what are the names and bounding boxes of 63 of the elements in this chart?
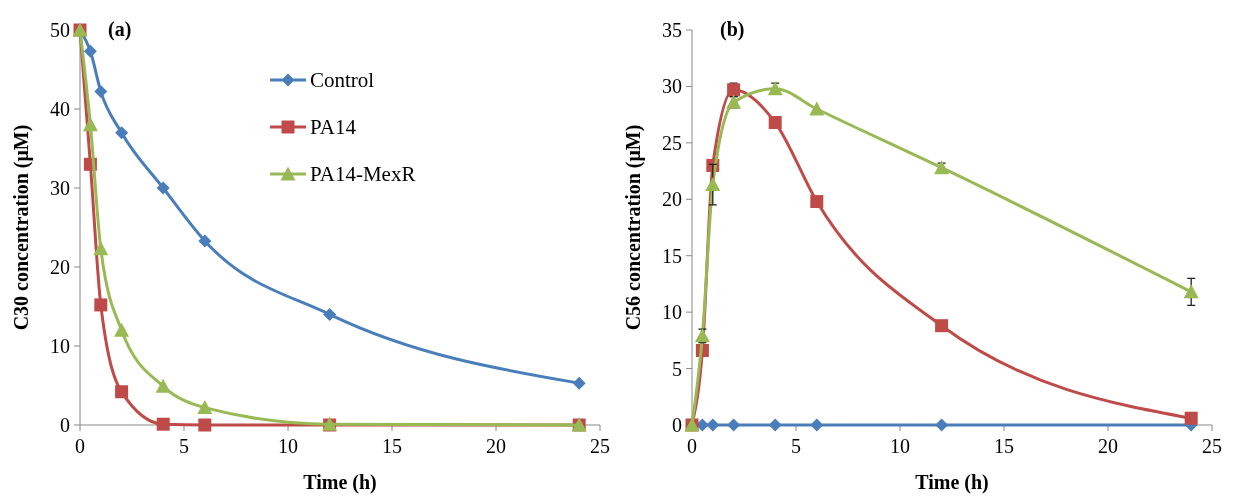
x-tick-label: 0 bbox=[687, 435, 697, 457]
point bbox=[768, 116, 782, 130]
y-tick-label: 20 bbox=[662, 188, 682, 211]
y-tick-label: 0 bbox=[60, 414, 70, 436]
x-axis-title: Time (h) bbox=[915, 471, 989, 494]
legend-label: Control bbox=[310, 68, 375, 92]
y-tick-label: 35 bbox=[662, 19, 682, 41]
point bbox=[198, 418, 212, 432]
point bbox=[197, 400, 213, 415]
y-tick-label: 30 bbox=[50, 177, 70, 199]
y-tick-label: 10 bbox=[50, 335, 70, 357]
y-tick-label: 10 bbox=[662, 301, 682, 324]
x-tick-label: 25 bbox=[1202, 435, 1222, 457]
x-tick-label: 10 bbox=[278, 435, 298, 457]
point bbox=[768, 418, 782, 432]
point bbox=[1184, 411, 1198, 425]
point bbox=[82, 117, 98, 132]
point bbox=[810, 195, 824, 209]
x-axis-title: Time (h) bbox=[303, 471, 377, 494]
point bbox=[572, 376, 586, 390]
point bbox=[93, 241, 109, 256]
point bbox=[706, 418, 720, 432]
y-tick-label: 0 bbox=[672, 414, 682, 436]
x-tick-label: 15 bbox=[994, 435, 1014, 457]
y-tick-label: 25 bbox=[662, 131, 682, 154]
point bbox=[935, 418, 949, 432]
point bbox=[1183, 284, 1199, 299]
chart-title: (b) bbox=[720, 18, 745, 41]
point bbox=[198, 234, 212, 248]
x-tick-label: 25 bbox=[590, 435, 610, 457]
x-tick-label: 15 bbox=[382, 435, 402, 457]
point bbox=[155, 378, 171, 393]
y-axis-title: C30 concentration (μM) bbox=[10, 124, 33, 331]
legend-label: PA14 bbox=[310, 115, 357, 139]
point bbox=[94, 298, 108, 312]
y-tick-label: 40 bbox=[50, 98, 70, 120]
x-tick-label: 5 bbox=[791, 435, 801, 457]
point bbox=[115, 385, 129, 399]
x-tick-label: 20 bbox=[1098, 435, 1118, 457]
y-axis-title: C56 concentration (μM) bbox=[622, 124, 645, 331]
point bbox=[705, 177, 721, 192]
point bbox=[114, 322, 130, 337]
chart-title: (a) bbox=[108, 18, 132, 41]
legend-label: PA14-MexR bbox=[310, 162, 416, 186]
point bbox=[727, 418, 741, 432]
point bbox=[156, 181, 170, 195]
point bbox=[83, 44, 97, 58]
y-tick-label: 15 bbox=[662, 244, 682, 267]
x-tick-label: 20 bbox=[486, 435, 506, 457]
x-tick-label: 5 bbox=[179, 435, 189, 457]
point bbox=[115, 126, 129, 140]
point bbox=[156, 417, 170, 431]
y-tick-label: 50 bbox=[50, 19, 70, 41]
point bbox=[94, 85, 108, 99]
y-tick-label: 30 bbox=[662, 75, 682, 98]
y-tick-label: 5 bbox=[672, 357, 682, 380]
point bbox=[809, 101, 825, 116]
x-tick-label: 0 bbox=[75, 435, 85, 457]
point bbox=[810, 418, 824, 432]
y-tick-label: 20 bbox=[50, 256, 70, 278]
point bbox=[323, 307, 337, 321]
point bbox=[935, 319, 949, 333]
x-tick-label: 10 bbox=[890, 435, 910, 457]
